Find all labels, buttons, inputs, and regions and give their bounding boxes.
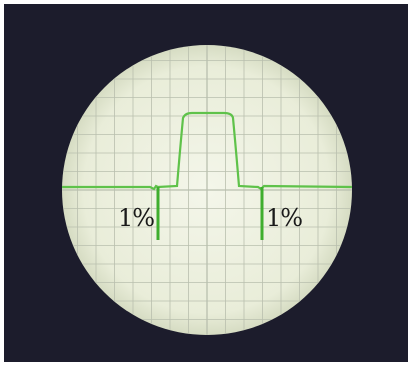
graticule [62, 45, 352, 335]
marker-label: 1% [266, 204, 302, 232]
trace [62, 111, 352, 191]
trace-group [62, 111, 352, 240]
marker-label: 1% [118, 204, 154, 232]
